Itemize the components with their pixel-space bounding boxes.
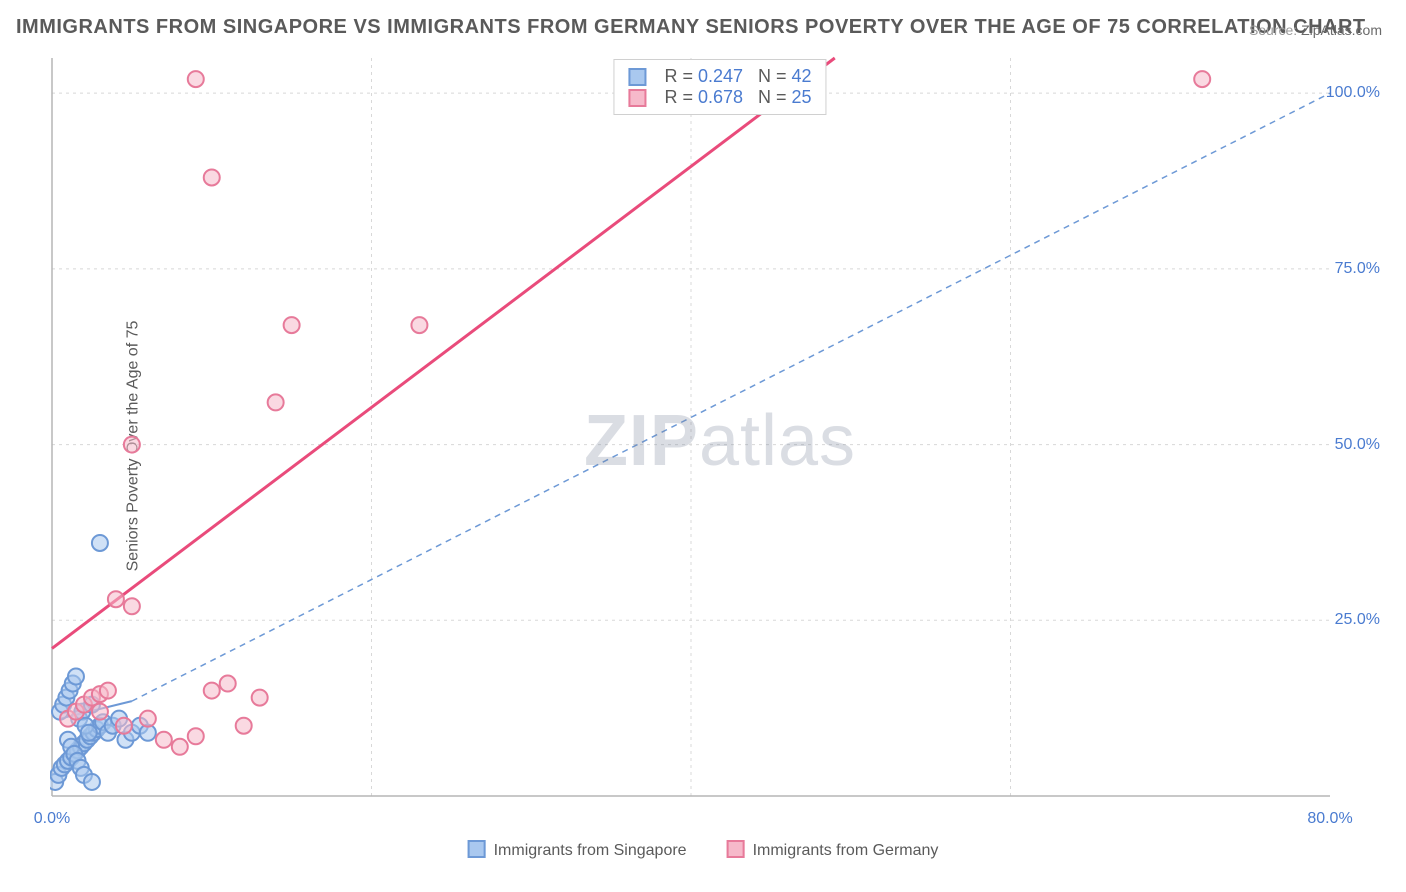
chart-area: ZIPatlas R = 0.247 N = 42R = 0.678 N = 2… [50,56,1390,826]
ytick-label: 25.0% [1335,611,1380,629]
source-value: ZipAtlas.com [1301,22,1382,38]
legend-swatch [628,89,646,107]
r-legend-text: R = 0.247 N = 42 [664,66,811,87]
x-legend-label: Immigrants from Germany [753,842,939,859]
correlation-legend: R = 0.247 N = 42R = 0.678 N = 25 [613,59,826,115]
chart-title: IMMIGRANTS FROM SINGAPORE VS IMMIGRANTS … [16,16,1366,39]
legend-swatch [628,68,646,86]
xtick-label: 80.0% [1307,810,1352,828]
legend-swatch [727,840,745,858]
xtick-label: 0.0% [34,810,70,828]
legend-swatch [468,840,486,858]
ytick-label: 100.0% [1326,84,1380,102]
source-line: Source: ZipAtlas.com [1249,22,1382,38]
r-legend-text: R = 0.678 N = 25 [664,87,811,108]
scatter-chart [50,56,1390,826]
ytick-label: 50.0% [1335,436,1380,454]
ytick-label: 75.0% [1335,260,1380,278]
x-legend-item: Immigrants from Germany [727,840,939,860]
source-label: Source: [1249,22,1297,38]
r-legend-row: R = 0.678 N = 25 [628,87,811,108]
r-legend-row: R = 0.247 N = 42 [628,66,811,87]
x-legend: Immigrants from Singapore Immigrants from… [468,840,939,860]
x-legend-item: Immigrants from Singapore [468,840,687,860]
x-legend-label: Immigrants from Singapore [494,842,687,859]
